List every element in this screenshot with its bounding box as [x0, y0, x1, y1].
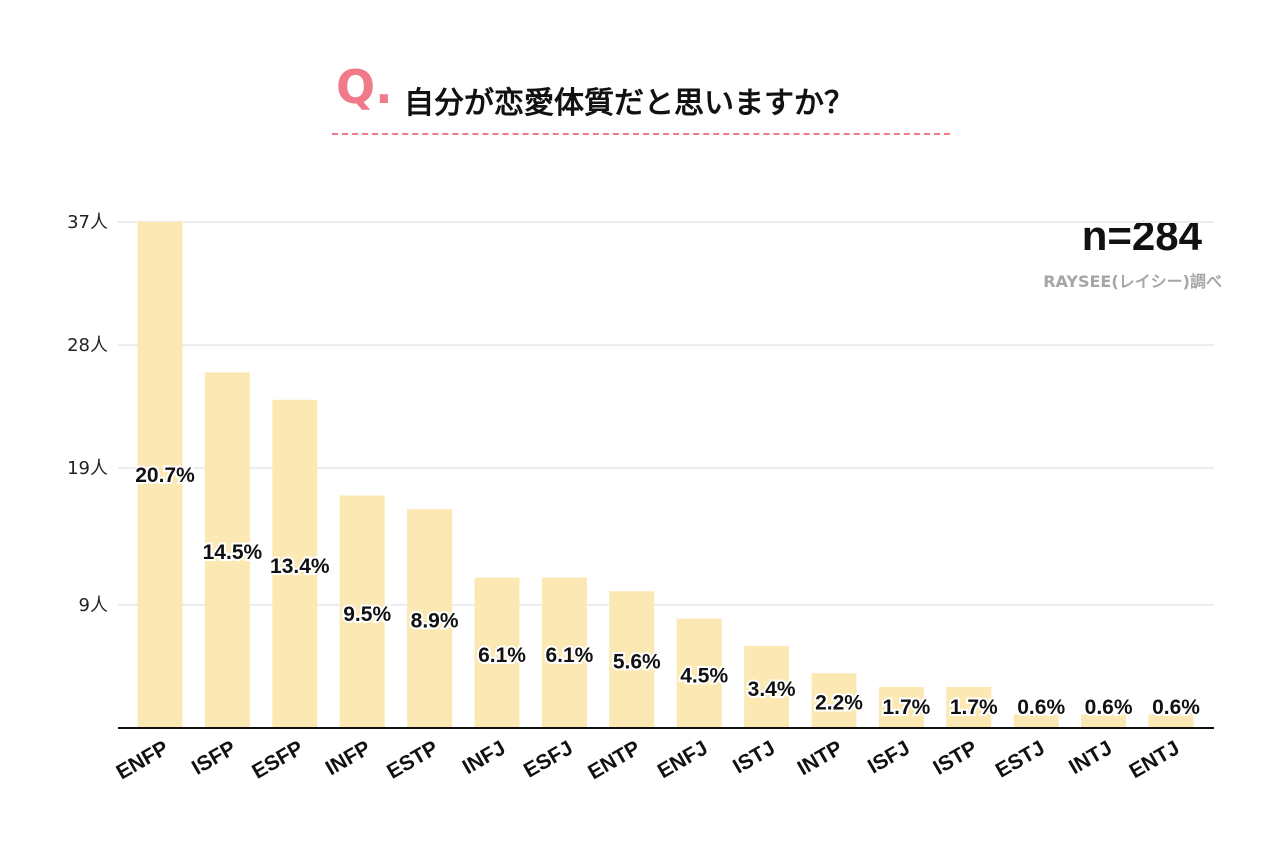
bar-esfp — [272, 399, 318, 728]
bar-infp — [339, 495, 385, 728]
x-tick-label: ISTP — [929, 736, 981, 779]
y-tick-label: 37人 — [67, 212, 108, 233]
y-tick-label: 28人 — [67, 335, 108, 356]
x-tick-label: INTJ — [1065, 736, 1116, 779]
data-label: 13.4% — [270, 555, 330, 578]
sample-size: n=284 — [1081, 212, 1202, 259]
chart-title: Q. 自分が恋愛体質だと思いますか？ — [0, 58, 1280, 138]
bar-estj — [1013, 714, 1059, 728]
x-tick-label: ISFJ — [864, 736, 914, 778]
bar-istj — [744, 645, 790, 728]
bar-isfj — [878, 686, 924, 728]
bar-isfp — [204, 372, 250, 728]
data-label: 0.6% — [1152, 696, 1200, 719]
x-tick-label: ENFJ — [654, 736, 712, 783]
data-label: 0.6% — [1085, 696, 1133, 719]
data-label: 0.6% — [1017, 696, 1065, 719]
bar-intj — [1081, 714, 1127, 728]
data-label: 2.2% — [815, 692, 863, 715]
data-label: 3.4% — [748, 678, 796, 701]
x-tick-label: ESTJ — [992, 736, 1049, 782]
question-mark: Q. — [336, 60, 393, 114]
x-tick-label: ESFP — [248, 736, 307, 783]
data-label: 20.7% — [135, 464, 195, 487]
data-label: 1.7% — [950, 696, 998, 719]
x-tick-label: ESTP — [383, 736, 442, 783]
data-label: 8.9% — [411, 610, 459, 633]
data-label: 6.1% — [545, 644, 593, 667]
data-label: 14.5% — [203, 541, 263, 564]
data-label: 6.1% — [478, 644, 526, 667]
bar-infj — [474, 577, 520, 728]
data-label: 1.7% — [882, 696, 930, 719]
x-tick-label: ENTP — [584, 736, 644, 784]
x-tick-label: INTP — [794, 736, 847, 780]
bar-istp — [946, 686, 992, 728]
bar-intp — [811, 673, 857, 728]
y-tick-label: 19人 — [67, 458, 108, 479]
data-label: 4.5% — [680, 664, 728, 687]
title-text: 自分が恋愛体質だと思いますか？ — [404, 86, 854, 121]
bar-entj — [1148, 714, 1194, 728]
title-underline — [332, 133, 950, 135]
data-label: 5.6% — [613, 651, 661, 674]
x-tick-label: ENTJ — [1126, 736, 1184, 783]
bar-esfj — [541, 577, 587, 728]
y-tick-label: 9人 — [79, 595, 108, 616]
x-tick-label: ISFP — [188, 736, 240, 779]
x-tick-label: INFJ — [459, 736, 510, 779]
bar-entp — [609, 591, 655, 728]
bar-enfj — [676, 618, 722, 728]
bar-enfp — [137, 222, 183, 728]
data-label: 9.5% — [343, 603, 391, 626]
x-tick-label: INFP — [322, 736, 375, 780]
x-tick-label: ESFJ — [520, 736, 577, 782]
x-tick-label: ISTJ — [729, 736, 779, 778]
x-tick-label: ENFP — [112, 736, 172, 784]
source-note: RAYSEE(レイシー)調べ — [1043, 272, 1222, 291]
bar-estp — [407, 509, 453, 728]
